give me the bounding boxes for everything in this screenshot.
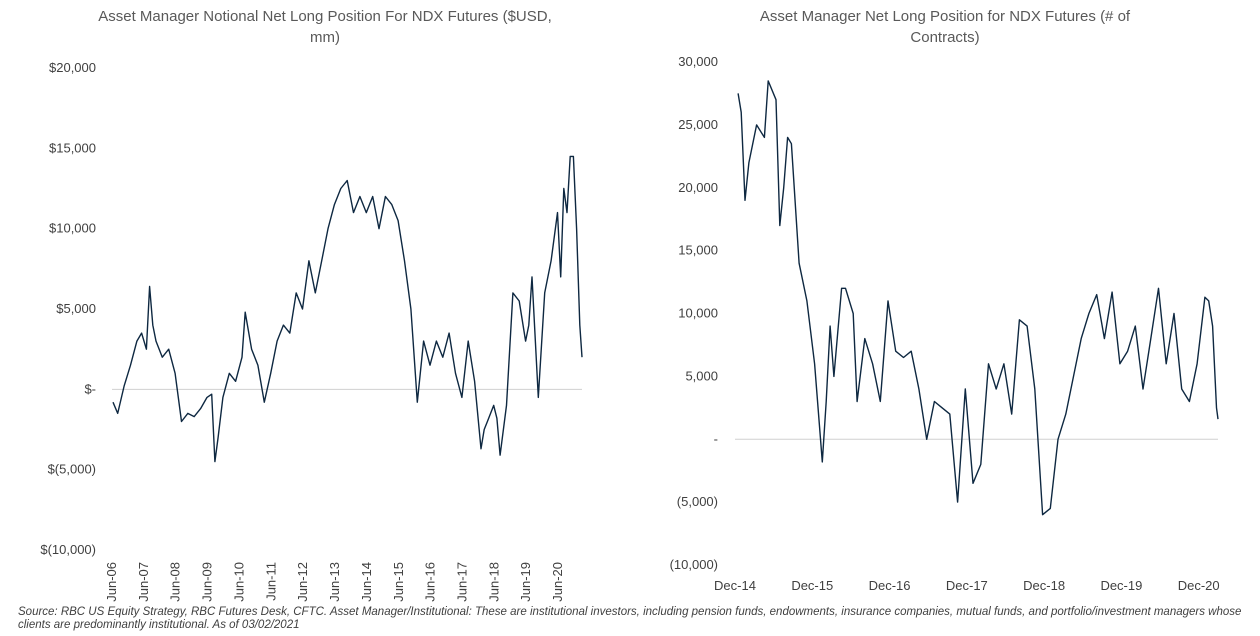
left-chart-title: Asset Manager Notional Net Long Position… (98, 8, 552, 46)
x-tick-label: Jun-10 (231, 562, 246, 602)
y-tick-label: $- (84, 381, 96, 396)
left-chart: $(10,000) $(5,000) $- $5,000 $10,000 $15,000 $… (40, 60, 583, 602)
x-tick-label: Dec-19 (1100, 578, 1142, 593)
x-tick-label: Jun-12 (295, 562, 310, 602)
right-chart-title: Asset Manager Net Long Position for NDX … (759, 8, 1131, 46)
y-tick-label: 15,000 (678, 243, 718, 258)
x-tick-label: Jun-07 (136, 562, 151, 602)
x-tick-label: Jun-18 (486, 562, 501, 602)
right-chart: (10,000) (5,000) - 5,000 10,000 15,000 20,000 2… (670, 54, 1220, 593)
x-tick-label: Jun-17 (455, 562, 470, 602)
x-tick-label: Jun-09 (200, 562, 215, 602)
x-tick-label: Dec-18 (1023, 578, 1065, 593)
y-tick-label: $10,000 (49, 221, 96, 236)
x-tick-label: Jun-06 (104, 562, 119, 602)
x-tick-label: Dec-14 (714, 578, 756, 593)
x-tick-label: Jun-20 (550, 562, 565, 602)
x-tick-label: Dec-20 (1178, 578, 1220, 593)
y-tick-label: 20,000 (678, 180, 718, 195)
x-tick-label: Dec-16 (869, 578, 911, 593)
x-tick-label: Dec-17 (946, 578, 988, 593)
y-tick-label: $(5,000) (48, 462, 96, 477)
y-tick-label: 30,000 (678, 54, 718, 69)
y-tick-label: $5,000 (56, 301, 96, 316)
y-tick-label: 25,000 (678, 117, 718, 132)
x-tick-label: Jun-19 (518, 562, 533, 602)
source-note: Source: RBC US Equity Strategy, RBC Futu… (18, 606, 1242, 631)
y-tick-label: - (714, 431, 718, 446)
x-tick-label: Jun-16 (423, 562, 438, 602)
y-tick-label: (10,000) (670, 557, 718, 572)
y-tick-label: 5,000 (685, 368, 718, 383)
x-tick-label: Dec-15 (791, 578, 833, 593)
y-tick-label: 10,000 (678, 306, 718, 321)
y-tick-label: $(10,000) (40, 542, 96, 557)
x-tick-label: Jun-13 (327, 562, 342, 602)
y-tick-label: $15,000 (49, 140, 96, 155)
x-tick-label: Jun-11 (263, 562, 278, 601)
series-line (112, 155, 583, 463)
x-tick-label: Jun-15 (391, 562, 406, 602)
series-line (737, 80, 1219, 516)
x-tick-label: Jun-14 (359, 562, 374, 602)
y-tick-label: $20,000 (49, 60, 96, 75)
y-tick-label: (5,000) (677, 494, 718, 509)
x-tick-label: Jun-08 (168, 562, 183, 602)
